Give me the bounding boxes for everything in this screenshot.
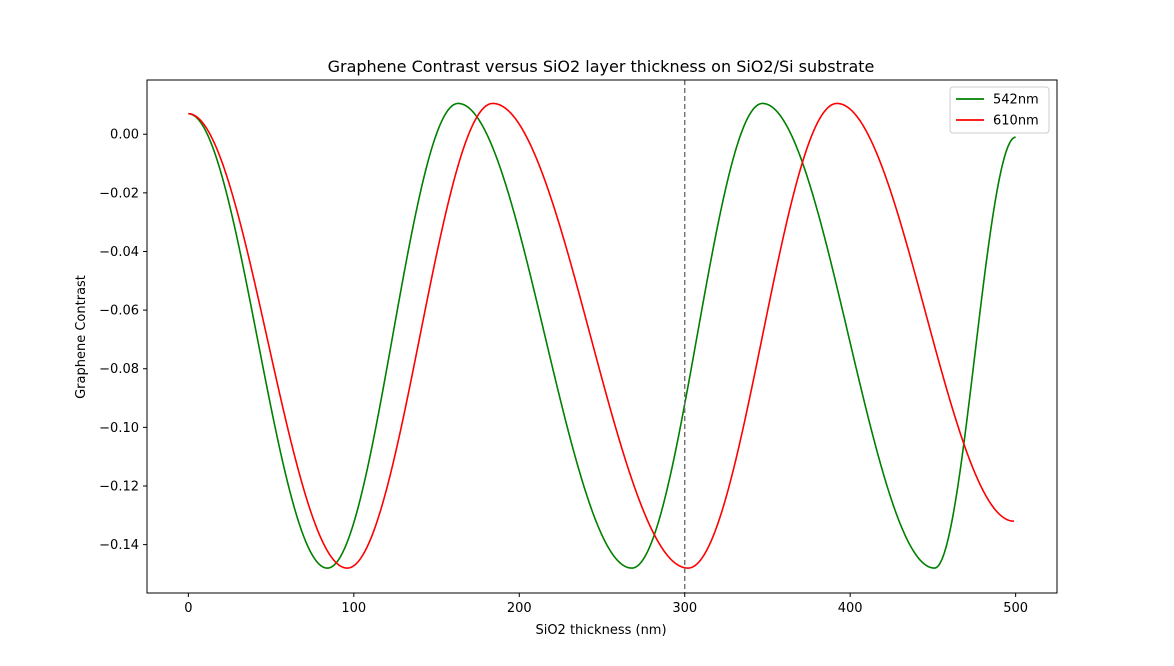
series-line-610nm xyxy=(188,102,1014,569)
y-tick-label: −0.04 xyxy=(99,245,139,260)
x-axis-title: SiO2 thickness (nm) xyxy=(535,623,666,638)
y-tick-label: 0.00 xyxy=(110,128,139,143)
plot-area xyxy=(188,80,1016,593)
x-tick-label: 400 xyxy=(838,601,863,616)
x-tick-label: 300 xyxy=(672,601,697,616)
x-tick-label: 200 xyxy=(507,601,532,616)
y-tick-label: −0.06 xyxy=(99,304,139,319)
y-tick-label: −0.02 xyxy=(99,186,139,201)
y-tick-label: −0.08 xyxy=(99,362,139,377)
legend: 542nm 610nm xyxy=(949,86,1050,134)
y-tick-label: −0.12 xyxy=(99,480,139,495)
y-tick-label: −0.10 xyxy=(99,421,139,436)
chart-title: Graphene Contrast versus SiO2 layer thic… xyxy=(328,57,875,76)
y-tick-label: −0.14 xyxy=(99,538,139,553)
legend-label: 610nm xyxy=(993,114,1039,129)
axes-frame xyxy=(146,79,1058,594)
axes: 0 100 200 300 400 500 0.00 −0.02 −0.04 −0.06 −0.08… xyxy=(99,79,1058,616)
y-axis-title: Graphene Contrast xyxy=(74,275,89,399)
x-tick-label: 100 xyxy=(341,601,366,616)
x-tick-label: 0 xyxy=(184,601,192,616)
series-line-542nm xyxy=(188,102,1016,569)
legend-label: 542nm xyxy=(993,93,1039,108)
x-tick-label: 500 xyxy=(1003,601,1028,616)
